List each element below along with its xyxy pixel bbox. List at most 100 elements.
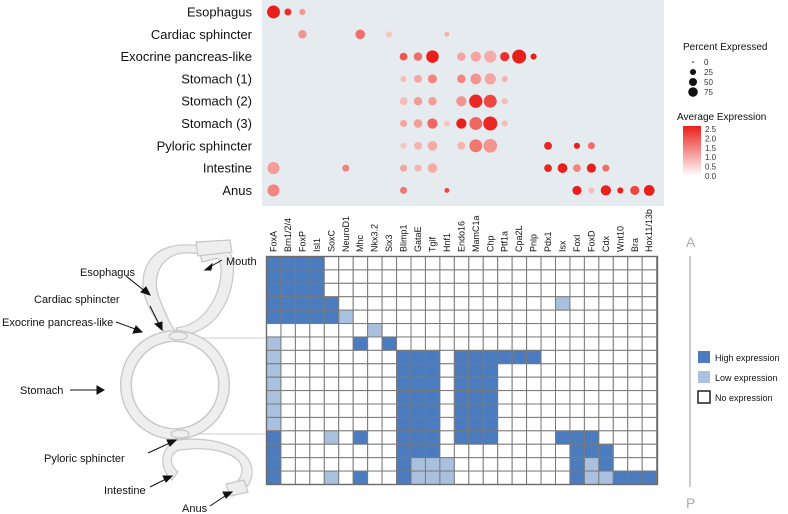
grid-cell-0-14 [468,256,484,271]
grid-cell-6-22 [583,336,600,351]
grid-cell-16-3 [309,470,325,485]
grid-cell-9-8 [381,376,398,392]
gut-labels: Mouth Esophagus Cardiac sphincter Exocri… [2,256,257,514]
dot-3-9 [400,75,407,82]
grid-cell-7-0 [266,349,282,365]
grid-cell-2-18 [526,282,542,298]
grid-cell-8-1 [280,363,296,378]
grid-cell-0-11 [424,256,441,271]
grid-cell-2-22 [583,282,600,298]
grid-cell-13-5 [338,430,354,445]
grid-cell-1-24 [612,269,629,284]
grid-cell-6-9 [396,336,412,351]
grid-cell-13-11 [424,430,441,445]
dot-6-21 [573,142,581,149]
grid-cell-13-19 [540,430,556,445]
grid-cell-4-25 [627,309,643,325]
gene-label-3: Isl1 [312,238,322,252]
grid-cell-5-14 [468,323,484,338]
grid-cell-10-9 [396,390,412,405]
grid-cell-6-26 [641,336,658,351]
dot-5-9 [400,119,408,128]
grid-cell-6-19 [540,336,556,351]
arrow-pyloric [147,441,173,454]
grid-cell-11-24 [612,403,629,418]
grid-cell-0-4 [323,256,340,271]
grid-cell-6-23 [598,336,614,351]
dot-8-22 [588,187,595,194]
grid-cell-2-9 [396,282,412,298]
gene-label-4: SoxC [326,229,336,252]
grid-cell-0-2 [294,256,311,271]
grid-cell-13-6 [352,430,369,445]
grid-cell-3-20 [555,296,571,311]
gene-label-6: Mhc [355,234,365,252]
grid-cell-11-9 [396,403,412,418]
grid-cell-8-26 [641,363,658,378]
grid-cell-10-7 [367,390,383,405]
grid-cell-0-13 [453,256,470,271]
row-label-6: Pyloric sphincter [157,138,253,153]
dot-1-12 [444,31,450,37]
gene-label-7: Nkx3.2 [370,224,380,252]
grid-cell-7-22 [583,349,600,365]
dot-4-9 [399,97,408,106]
grid-cell-11-3 [309,403,325,418]
dot-7-20 [557,163,568,173]
grid-cell-8-24 [612,363,629,378]
grid-cell-14-26 [641,443,658,459]
dot-6-19 [544,141,552,150]
grid-cell-4-11 [424,309,441,325]
grid-cell-3-23 [598,296,614,311]
dot-3-16 [501,75,508,82]
grid-cell-8-0 [266,363,282,378]
grid-cell-4-12 [439,309,455,325]
grid-cell-14-5 [338,443,354,459]
grid-cell-3-15 [482,296,499,311]
grid-cell-9-15 [482,376,499,392]
grid-cell-3-9 [396,296,412,311]
grid-cell-13-23 [598,430,614,445]
grid-cell-15-7 [367,457,383,472]
grid-border [265,255,659,486]
grid-cell-2-21 [569,282,585,298]
label-esophagus: Esophagus [80,267,136,279]
grid-cell-6-13 [453,336,470,351]
dot-4-13 [456,96,467,107]
grid-cell-0-7 [367,256,383,271]
grid-cell-13-24 [612,430,629,445]
size-legend-title: Percent Expressed [683,42,768,53]
grid-cell-11-4 [323,403,340,418]
grid-cell-1-13 [453,269,470,284]
grid-cell-7-2 [294,349,311,365]
grid-cell-12-25 [627,416,643,432]
grid-cell-10-0 [266,390,282,405]
grid-cell-9-12 [439,376,455,392]
grid-cell-16-6 [352,470,369,485]
grid-cell-10-2 [294,390,311,405]
size-legend-value-2: 50 [704,78,713,87]
grid-cell-13-20 [555,430,571,445]
grid-cell-16-14 [468,470,484,485]
grid-cell-14-19 [540,443,556,459]
label-anus: Anus [182,503,208,514]
grid-cell-16-17 [511,470,528,485]
grid-cell-4-14 [468,309,484,325]
grid-cell-14-14 [468,443,484,459]
grid-cell-16-15 [482,470,499,485]
grid-cell-10-19 [540,390,556,405]
grid-cell-5-23 [598,323,614,338]
grid-cell-7-3 [309,349,325,365]
grid-cell-8-22 [583,363,600,378]
size-legend-value-0: 0 [704,58,709,67]
grid-cell-7-8 [381,349,398,365]
grid-cell-9-21 [569,376,585,392]
grid-cell-10-1 [280,390,296,405]
grid-cell-15-20 [555,457,571,472]
grid-cell-13-22 [583,430,600,445]
grid-cell-9-7 [367,376,383,392]
grid-cell-6-10 [410,336,426,351]
grid-cell-10-25 [627,390,643,405]
grid-cell-1-1 [280,269,296,284]
